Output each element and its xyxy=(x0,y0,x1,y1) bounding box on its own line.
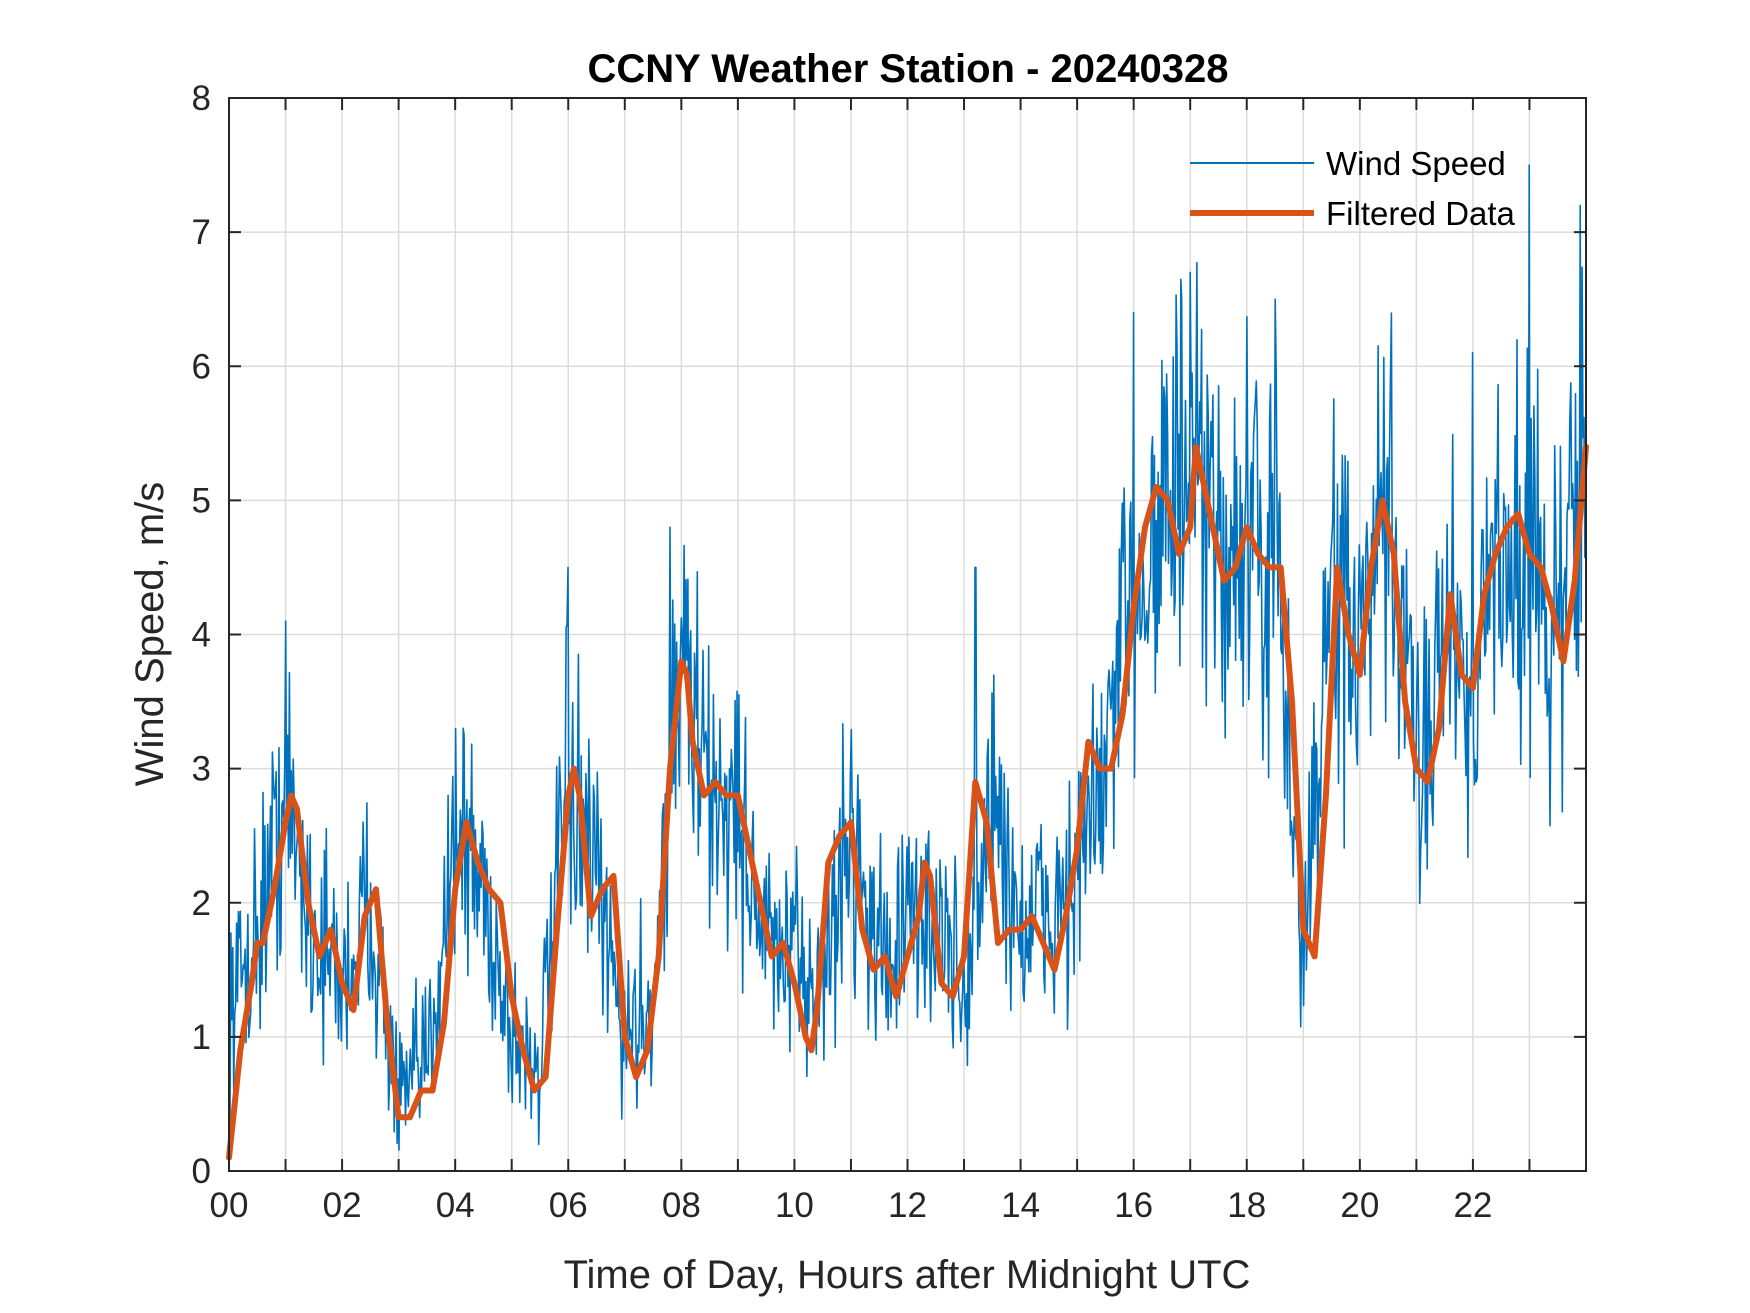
x-tick-label: 02 xyxy=(323,1186,362,1225)
x-tick-label: 14 xyxy=(1001,1186,1040,1225)
x-tick-label: 00 xyxy=(210,1186,249,1225)
y-tick-label: 6 xyxy=(192,347,211,386)
x-tick-label: 04 xyxy=(436,1186,475,1225)
x-tick-label: 22 xyxy=(1453,1186,1492,1225)
x-tick-label: 08 xyxy=(662,1186,701,1225)
series-line-wind-speed xyxy=(228,164,1587,1151)
legend-label-filtered-data: Filtered Data xyxy=(1326,195,1516,232)
y-tick-label: 2 xyxy=(192,884,211,923)
x-tick-label: 16 xyxy=(1114,1186,1153,1225)
y-axis-label: Wind Speed, m/s xyxy=(128,482,172,787)
x-tick-label: 06 xyxy=(549,1186,588,1225)
plot-series xyxy=(226,164,1589,1161)
chart-title: CCNY Weather Station - 20240328 xyxy=(588,47,1229,91)
y-tick-label: 8 xyxy=(192,79,211,118)
y-tick-label: 1 xyxy=(192,1018,211,1057)
y-tick-label: 4 xyxy=(192,616,211,655)
x-tick-label: 20 xyxy=(1340,1186,1379,1225)
x-tick-label: 10 xyxy=(775,1186,814,1225)
x-axis-label: Time of Day, Hours after Midnight UTC xyxy=(564,1253,1251,1297)
y-tick-label: 5 xyxy=(192,481,211,520)
series-line-filtered-data xyxy=(226,443,1589,1161)
legend: Wind Speed Filtered Data xyxy=(1190,145,1516,232)
y-tick-label: 7 xyxy=(192,213,211,252)
x-tick-label: 12 xyxy=(888,1186,927,1225)
legend-label-wind-speed: Wind Speed xyxy=(1326,145,1506,182)
y-tick-label: 3 xyxy=(192,750,211,789)
y-tick-label: 0 xyxy=(192,1152,211,1191)
x-tick-label: 18 xyxy=(1227,1186,1266,1225)
